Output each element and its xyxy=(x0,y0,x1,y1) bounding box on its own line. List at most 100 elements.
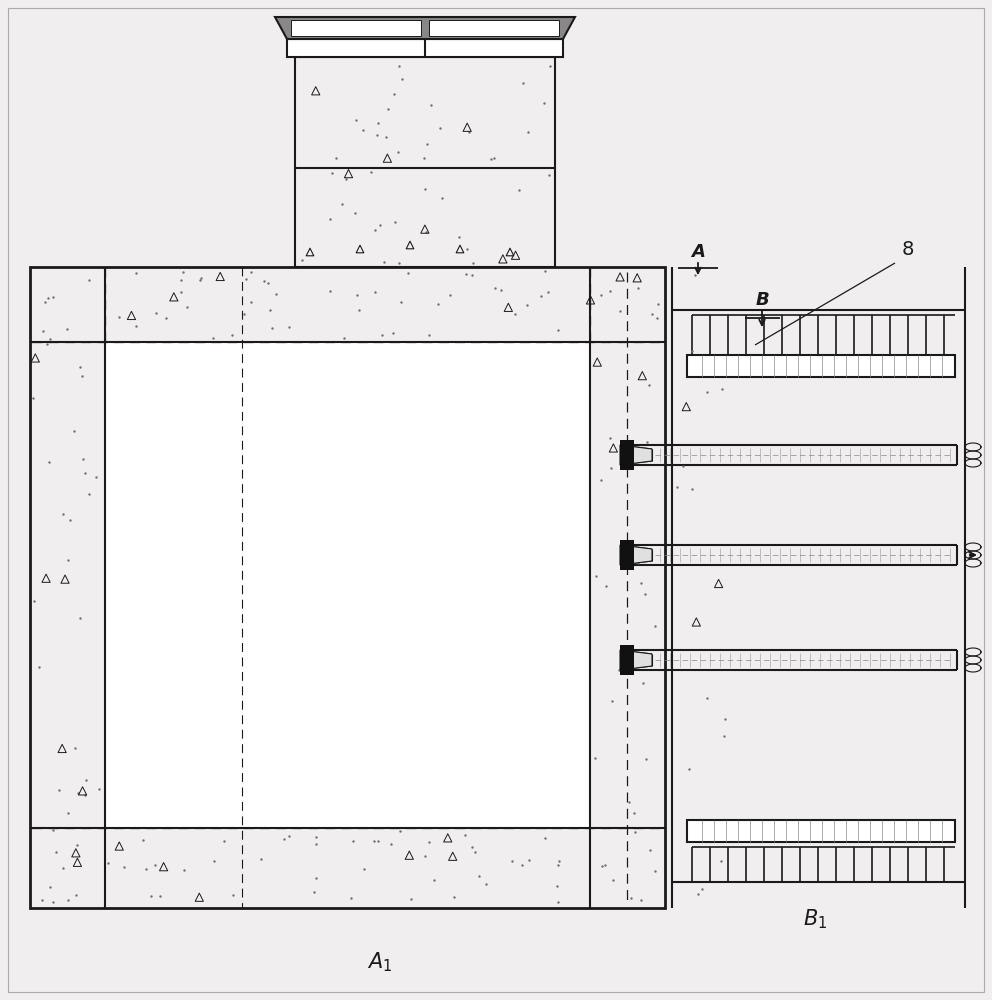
Bar xyxy=(687,355,955,377)
Point xyxy=(51,782,66,798)
Bar xyxy=(105,342,590,828)
Point xyxy=(166,289,182,305)
Point xyxy=(631,280,647,296)
Point xyxy=(402,847,418,863)
Point xyxy=(589,354,605,370)
Point xyxy=(355,122,371,138)
Point xyxy=(383,836,399,852)
Point xyxy=(276,831,292,847)
Point xyxy=(42,331,58,347)
Point xyxy=(380,101,396,117)
Point xyxy=(61,805,76,821)
Point xyxy=(176,862,191,878)
Point xyxy=(135,832,151,848)
Point xyxy=(74,451,90,467)
Point xyxy=(26,390,42,406)
Point xyxy=(587,568,603,584)
Point xyxy=(521,852,537,868)
Point xyxy=(676,458,691,474)
Point xyxy=(493,282,509,298)
Point xyxy=(324,165,340,181)
Point xyxy=(593,287,609,303)
Point xyxy=(714,381,730,397)
Point xyxy=(464,267,480,283)
Point xyxy=(340,166,356,182)
Point xyxy=(605,440,621,456)
Point xyxy=(593,472,609,488)
Point xyxy=(642,842,658,858)
Point xyxy=(623,890,639,906)
Point xyxy=(601,430,617,446)
Point xyxy=(46,822,62,838)
Point xyxy=(116,859,132,875)
Point xyxy=(649,310,665,326)
Bar xyxy=(287,39,563,57)
Point xyxy=(191,272,207,288)
Point xyxy=(322,211,338,227)
Point xyxy=(356,861,372,877)
Point xyxy=(691,347,707,363)
Point xyxy=(533,288,549,304)
Point xyxy=(612,303,628,319)
Point xyxy=(386,86,402,102)
Polygon shape xyxy=(620,650,652,670)
Point xyxy=(464,839,480,855)
Point xyxy=(327,150,343,166)
Point xyxy=(543,58,558,74)
Point xyxy=(635,675,651,691)
Point xyxy=(626,805,642,821)
Point xyxy=(639,434,655,450)
Point xyxy=(400,265,416,281)
Point xyxy=(294,252,310,268)
Point xyxy=(551,894,566,910)
Point xyxy=(394,71,410,87)
Point xyxy=(111,838,127,854)
Point xyxy=(67,740,83,756)
Point xyxy=(366,833,382,849)
Point xyxy=(74,783,90,799)
Point xyxy=(416,150,432,166)
Point xyxy=(39,336,55,352)
Point xyxy=(467,844,483,860)
Point xyxy=(43,879,59,895)
Point xyxy=(124,307,140,323)
Point xyxy=(515,75,531,91)
Point xyxy=(418,224,434,240)
Point xyxy=(35,323,51,339)
Point xyxy=(153,888,169,904)
Point xyxy=(485,150,501,166)
Point xyxy=(71,359,87,375)
Point xyxy=(243,264,259,280)
Point xyxy=(38,570,54,586)
Point xyxy=(367,284,383,300)
Point xyxy=(173,272,188,288)
Point xyxy=(41,454,57,470)
Point xyxy=(699,690,715,706)
Point xyxy=(143,888,159,904)
Point xyxy=(716,728,732,744)
Point xyxy=(309,836,324,852)
Point xyxy=(421,327,436,343)
Point xyxy=(551,857,566,873)
Bar xyxy=(620,440,634,470)
Point xyxy=(502,244,518,260)
Point xyxy=(62,512,78,528)
Point xyxy=(621,794,637,810)
Point xyxy=(37,294,53,310)
Point xyxy=(375,327,391,343)
Point xyxy=(538,263,554,279)
Point xyxy=(225,887,241,903)
Point xyxy=(55,860,70,876)
Point xyxy=(55,740,70,756)
Point xyxy=(598,578,614,594)
Point xyxy=(367,222,383,238)
Point xyxy=(512,182,528,198)
Point xyxy=(647,863,663,879)
Point xyxy=(452,241,468,257)
Point xyxy=(424,97,439,113)
Text: A: A xyxy=(691,243,705,261)
Point xyxy=(551,853,566,869)
Point xyxy=(370,833,386,849)
Point xyxy=(81,272,97,288)
Point xyxy=(637,586,653,602)
